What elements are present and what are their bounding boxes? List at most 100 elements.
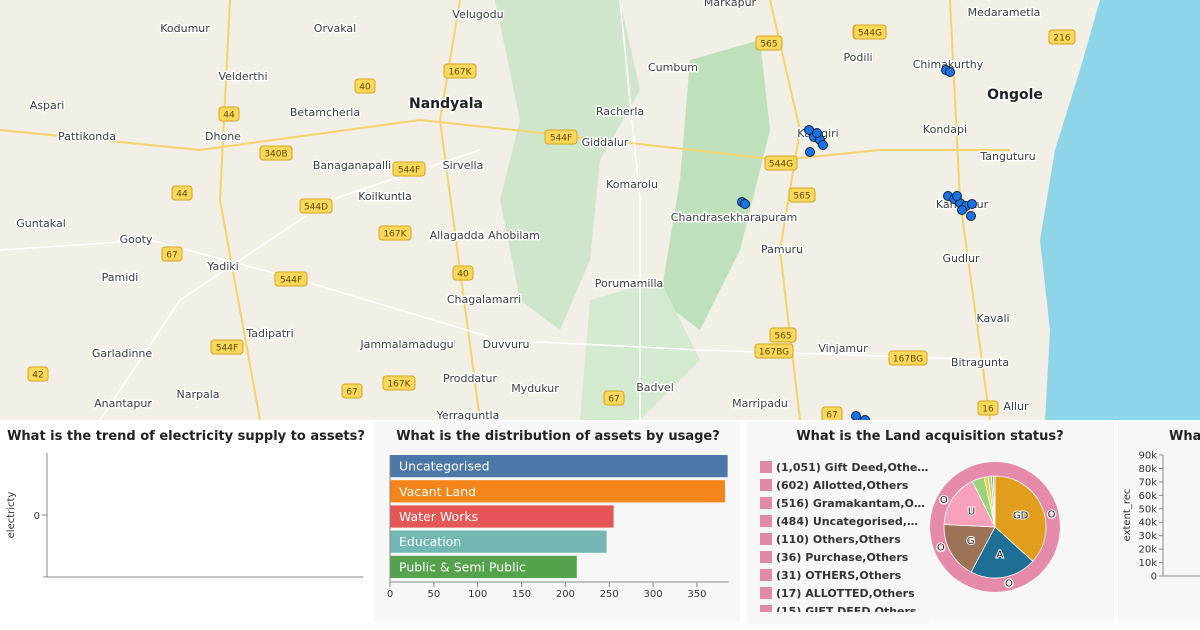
y-tick-label: 80k — [1138, 464, 1157, 475]
place-label: Kodumur — [160, 22, 210, 35]
ring-label: O — [937, 543, 945, 554]
road-shield — [382, 375, 416, 391]
road-shield — [354, 78, 376, 94]
place-label: Tanguturu — [979, 150, 1035, 163]
place-label: Velderthi — [218, 70, 267, 83]
legend-label: (602) Allotted,Others — [776, 479, 909, 492]
road-shield — [544, 129, 578, 145]
y-tick-label: 50k — [1138, 504, 1157, 515]
place-label: Yerraguntla — [436, 409, 500, 422]
place-label: Racherla — [596, 105, 644, 118]
place-label: Giddalur — [582, 136, 629, 149]
road-shield — [27, 366, 49, 382]
road-shield-label: 67 — [346, 388, 357, 398]
road-shield — [392, 161, 426, 177]
bar — [390, 455, 728, 478]
road-shield-label: 544G — [858, 29, 882, 39]
road-shield-label: 544G — [769, 160, 793, 170]
x-tick-label: 50 — [427, 589, 440, 600]
place-label: Guntakal — [16, 217, 66, 230]
bar — [390, 530, 607, 553]
place-label: Medarametla — [968, 6, 1041, 19]
place-label: Kondapi — [923, 123, 967, 136]
road-shield — [341, 383, 363, 399]
pie-slice — [970, 526, 1034, 579]
legend-label: (1,051) Gift Deed,Othe… — [776, 461, 928, 474]
y-tick-label: 40k — [1138, 518, 1157, 529]
y-axis-title: extent_rec — [1122, 489, 1133, 542]
bar-label: Vacant Land — [399, 484, 476, 499]
road-shield-label: 544F — [550, 134, 572, 144]
road-shield — [378, 225, 412, 241]
place-label: Nandyala — [409, 96, 483, 112]
road-shield — [299, 198, 333, 214]
panel-title: What — [1169, 429, 1200, 444]
x-tick-label: 100 — [468, 589, 487, 600]
road-shield-label: 167BG — [893, 355, 923, 365]
asset-marker — [812, 128, 822, 138]
road-shield-label: 167K — [383, 230, 407, 240]
road-shield-label: 67 — [826, 411, 837, 421]
place-label: Gudlur — [942, 252, 980, 265]
legend-swatch — [760, 587, 772, 599]
place-label: Narpala — [176, 388, 219, 401]
road-shield — [1048, 29, 1076, 45]
place-label: Anantapur — [94, 397, 152, 410]
place-label: Sirvella — [443, 159, 484, 172]
legend-swatch — [760, 533, 772, 545]
ring-label-bg — [935, 542, 946, 553]
place-label: Komarolu — [606, 178, 658, 191]
place-label: Koilkuntla — [358, 190, 412, 203]
legend-swatch — [760, 461, 772, 473]
road-shield-label: 44 — [176, 190, 188, 200]
place-label: Garladinne — [92, 347, 153, 360]
y-axis-title: electricty — [6, 492, 17, 539]
road-shield-label: 42 — [32, 371, 43, 381]
place-label: Kavali — [976, 312, 1009, 325]
place-label: Aspari — [30, 99, 65, 112]
x-tick-label: 300 — [644, 589, 663, 600]
x-tick-label: 200 — [556, 589, 575, 600]
road-shield — [769, 327, 797, 343]
slice-label: G — [967, 536, 975, 547]
bar-label: Education — [399, 534, 461, 549]
place-label: Banaganapalli — [313, 159, 391, 172]
road-shield — [755, 35, 783, 51]
road-shield-label: 544F — [216, 344, 238, 354]
road-shield-label: 544F — [280, 276, 302, 286]
road-shield-label: 544F — [398, 166, 420, 176]
panel-title: What is the distribution of assets by us… — [396, 429, 720, 444]
ring-label-bg — [1003, 578, 1014, 589]
road-shield-label: 565 — [793, 192, 810, 202]
x-tick-label: 0 — [387, 589, 393, 600]
y-tick-label: 10k — [1138, 558, 1157, 569]
road-shield-label: 167K — [448, 68, 472, 78]
legend-swatch — [760, 569, 772, 581]
road-shield — [977, 400, 999, 416]
road-shield — [764, 155, 798, 171]
forest — [495, 0, 640, 330]
map[interactable]: Kodumur Orvakal Velugodu Markapur Medarametl… — [0, 0, 1200, 425]
place-label: Pamuru — [761, 243, 803, 256]
road-shield-label: 544D — [304, 203, 328, 213]
y-tick-label: 30k — [1138, 531, 1157, 542]
y-tick-label: 60k — [1138, 491, 1157, 502]
road-shield-label: 44 — [223, 111, 235, 121]
place-label: Pattikonda — [58, 130, 116, 143]
road-shield — [452, 265, 474, 281]
place-label: Porumamilla — [595, 277, 664, 290]
road-shield — [788, 187, 816, 203]
place-label: Badvel — [636, 381, 674, 394]
y-tick-label: 0 — [34, 511, 40, 522]
legend-swatch — [760, 515, 772, 527]
asset-marker — [851, 411, 861, 421]
road-shield-label: 340B — [264, 150, 287, 160]
ring-label: O — [1005, 578, 1013, 589]
asset-markers — [737, 65, 977, 425]
pie-slice — [992, 475, 996, 528]
bar-label: Uncategorised — [399, 459, 490, 474]
asset-marker — [967, 199, 977, 209]
place-label: Allur — [1003, 400, 1029, 413]
place-label: Chandrasekharapuram — [671, 211, 797, 224]
road-shield — [274, 271, 308, 287]
